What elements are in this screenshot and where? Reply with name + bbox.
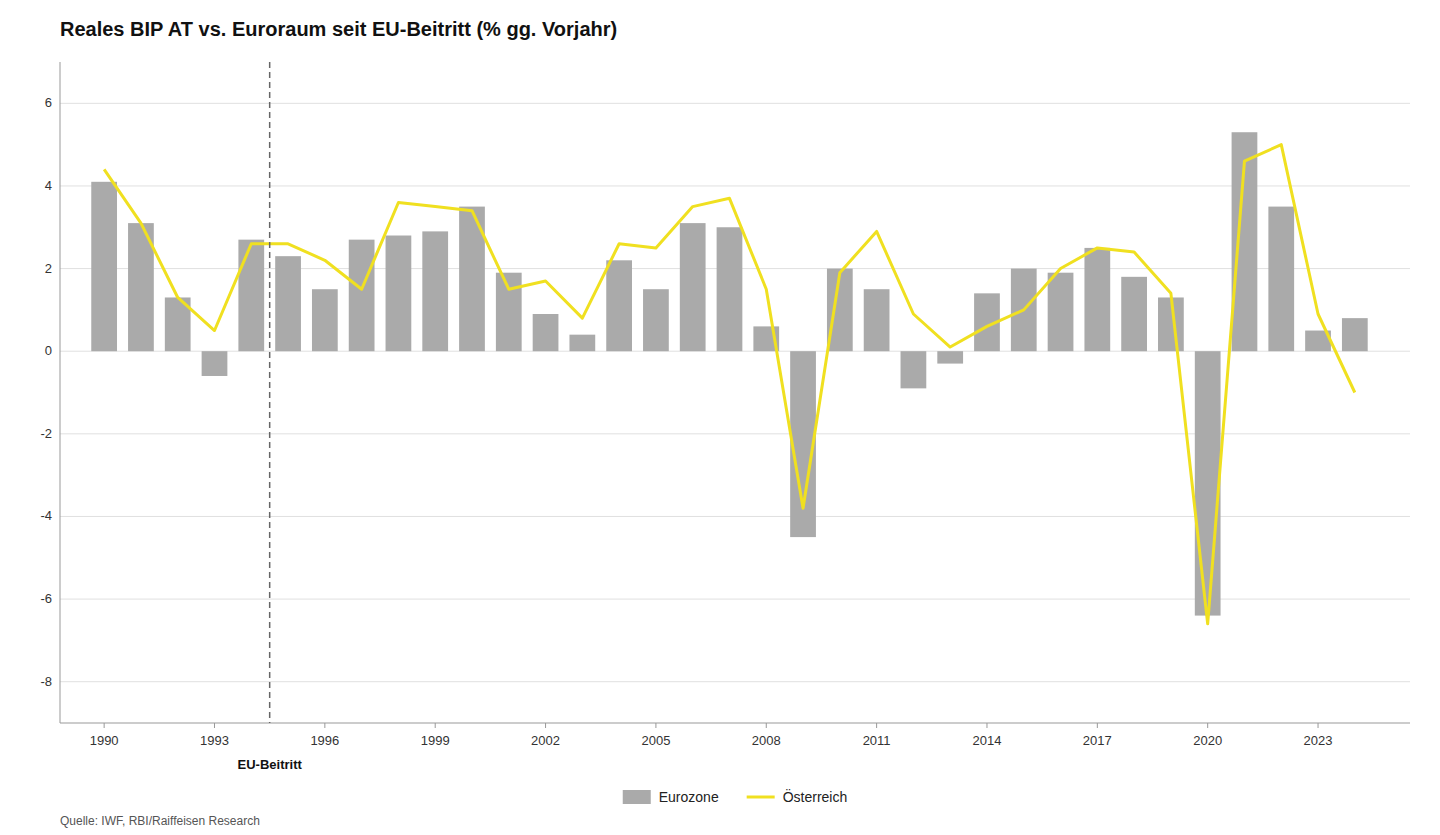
x-tick — [766, 723, 767, 728]
grid-line — [60, 681, 1410, 682]
bar — [533, 314, 559, 351]
x-tick — [655, 723, 656, 728]
x-tick-label: 2020 — [1193, 733, 1222, 748]
bar — [937, 351, 963, 363]
bar — [643, 289, 669, 351]
x-tick — [1097, 723, 1098, 728]
bar — [717, 227, 743, 351]
bar — [312, 289, 338, 351]
x-ticks: 1990 1993 1996 1999 2002 2005 2008 2011 2014 2017… — [90, 723, 1333, 748]
bar — [1342, 318, 1368, 351]
x-tick — [324, 723, 325, 728]
bar — [275, 256, 301, 351]
title: Reales BIP AT vs. Euroraum seit EU-Beitr… — [60, 18, 617, 40]
bar — [1084, 248, 1110, 351]
bar — [496, 273, 522, 351]
y-tick-label: 0 — [45, 343, 52, 358]
bar — [864, 289, 890, 351]
data — [91, 132, 1367, 624]
x-tick-label: 2023 — [1304, 733, 1333, 748]
x-tick — [545, 723, 546, 728]
bar — [202, 351, 228, 376]
x-tick-label: 2014 — [973, 733, 1002, 748]
bar — [1121, 277, 1147, 351]
x-tick — [1207, 723, 1208, 728]
annotation-label: EU-Beitritt — [238, 757, 303, 772]
x-tick-label: 2017 — [1083, 733, 1112, 748]
legend-swatch — [623, 790, 651, 804]
y-tick-label: -2 — [40, 426, 52, 441]
grid-line — [60, 103, 1410, 104]
grid — [60, 103, 1410, 681]
bar — [606, 260, 632, 351]
y-tick-label: -8 — [40, 674, 52, 689]
bar — [1048, 273, 1074, 351]
x-tick — [214, 723, 215, 728]
x-tick-label: 2002 — [531, 733, 560, 748]
y-tick-label: 4 — [45, 178, 52, 193]
y-tick-label: 6 — [45, 95, 52, 110]
y-ticks: -8 -6 -4 -2 0 2 4 6 — [40, 95, 52, 688]
bar — [91, 182, 117, 351]
line — [104, 145, 1355, 624]
bar — [1268, 207, 1294, 352]
y-tick-label: -6 — [40, 591, 52, 606]
bar — [386, 236, 412, 352]
x-tick-label: 1999 — [421, 733, 450, 748]
legend-item: Eurozone — [623, 789, 719, 805]
legend-item: Österreich — [747, 788, 848, 805]
source: Quelle: IWF, RBI/Raiffeisen Research — [60, 814, 260, 828]
x-tick-label: 1990 — [90, 733, 119, 748]
x-tick — [435, 723, 436, 728]
y-axis-line — [60, 62, 61, 723]
x-tick-label: 2008 — [752, 733, 781, 748]
y-tick-label: 2 — [45, 261, 52, 276]
bar — [569, 335, 595, 352]
chart: -8 -6 -4 -2 0 2 4 6 1990 1993 1996 1999 2002 2005 2008… — [0, 0, 1440, 835]
x-tick-label: 2011 — [863, 733, 891, 748]
legend-swatch — [747, 796, 775, 799]
x-tick — [1318, 723, 1319, 728]
x-tick — [104, 723, 105, 728]
grid-line — [60, 185, 1410, 186]
bar — [238, 240, 264, 352]
x-tick-label: 2005 — [641, 733, 670, 748]
bar — [680, 223, 706, 351]
x-tick-label: 1996 — [310, 733, 339, 748]
legend-label: Österreich — [783, 788, 848, 805]
x-tick-label: 1993 — [200, 733, 229, 748]
annotation-line — [269, 62, 271, 723]
bar — [901, 351, 927, 388]
legend-label: Eurozone — [659, 789, 719, 805]
bar — [349, 240, 375, 352]
bar — [422, 231, 448, 351]
bar — [1195, 351, 1221, 615]
x-tick — [876, 723, 877, 728]
legend: Eurozone Österreich — [623, 788, 848, 805]
bar-series — [91, 132, 1367, 615]
y-tick-label: -4 — [40, 508, 52, 523]
x-tick — [986, 723, 987, 728]
